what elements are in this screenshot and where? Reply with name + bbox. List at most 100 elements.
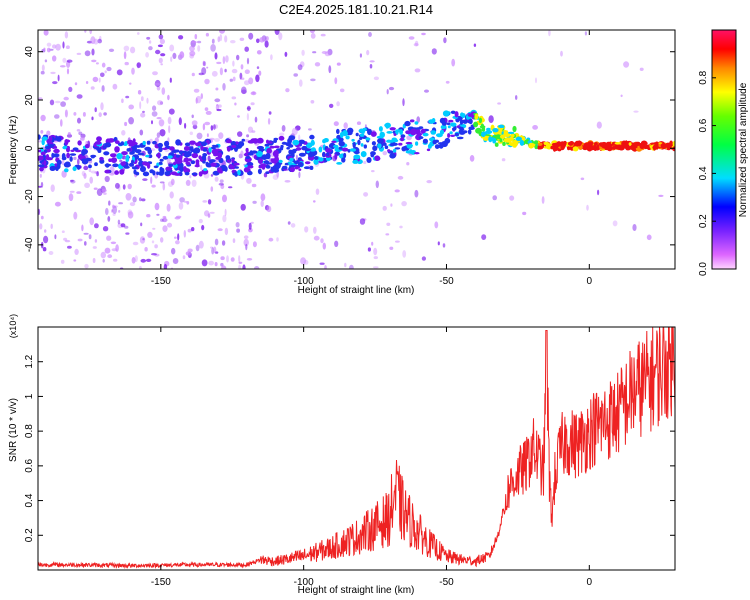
spectrogram-cell [94,239,98,243]
spectrogram-cell [212,144,216,148]
spectrogram-cell [66,134,73,138]
spectrogram-cell [96,147,101,151]
spectrogram-cell [665,143,672,149]
spectrogram-cell [131,67,135,75]
spectrogram-cell [174,236,177,239]
spectrogram-cell [333,121,339,127]
spectrogram-cell [39,167,44,172]
spectrogram-cell [304,161,311,165]
spectrogram-cell [577,140,582,147]
spectrogram-cell [96,188,103,196]
spectrogram-cell [372,266,379,269]
spectrogram-cell [60,101,66,107]
spectrogram-cell [266,147,272,154]
spectrogram-cell [165,166,173,171]
spectrogram-cell [290,223,296,228]
spectrogram-cell [313,158,319,165]
spectrogram-cell [205,110,212,115]
spectrogram-cell [238,255,241,263]
spectrogram-cell [621,140,627,147]
spectrogram-cell [308,128,312,131]
spectrogram-cell [118,210,121,213]
spectrogram-cell [298,134,301,141]
spectrogram-cell [382,205,387,211]
spectrogram-cell [395,129,402,133]
spectrogram-cell [338,146,343,150]
spectrogram-cell [100,102,104,111]
spectrogram-cell [225,55,229,63]
spectrogram-cell [188,159,192,162]
spectrogram-cell [405,141,413,145]
spectrogram-cell [174,157,180,163]
spectrogram-cell [410,150,416,153]
spectrogram-cell [107,216,111,222]
spectrogram-cell [584,31,588,36]
spectrogram-cell [158,119,165,127]
spectrogram-cell [117,142,124,146]
spectrogram-cell [193,88,200,93]
spectrogram-cell [336,62,341,66]
spectrogram-cell [422,132,429,137]
spectrogram-cell [231,141,236,145]
spectrogram-cell [101,85,105,92]
snr-panel: -150 -100 -50 0 0.2 0.4 0.6 0.8 1 1.2 Height of … [8,314,676,596]
spectrogram-cell [454,132,459,137]
spectrogram-cell [255,74,260,83]
spectrogram-cell [586,204,589,211]
spectrogram-cell [250,102,255,106]
spectrogram-cell [515,136,522,141]
spectrogram-cell [504,137,512,143]
spectrogram-cell [352,141,356,149]
spectrogram-cell [385,233,390,236]
spectrogram-cell [48,251,54,255]
spectrogram-cell [214,262,218,267]
spectrogram-cell [439,129,445,135]
spectrogram-cell [284,180,291,183]
spectrogram-cell [258,148,265,152]
spectrogram-cell [265,165,271,169]
spectrogram-cell [208,260,214,266]
spectrogram-cell [65,163,71,167]
spectrogram-cell [414,189,419,198]
spectrogram-cell [244,69,250,74]
spectrogram-cell [216,104,219,107]
spectrogram-cell [91,116,94,121]
spectrogram-cell [156,117,162,120]
spectrogram-cell [289,166,295,173]
spectrogram-cell [151,240,155,244]
spectrogram-cell [139,197,142,202]
spectrogram-cell [589,146,596,151]
spectrogram-cell [442,243,446,248]
spectrogram-cell [274,156,279,163]
spectrogram-cell [467,119,473,122]
spectrogram-cell [458,129,464,134]
spectrogram-cell [139,145,144,148]
spectrogram-cell [76,191,82,194]
spectrogram-cell [157,142,163,148]
spectrogram-cell [371,241,374,246]
spectrogram-cell [341,147,349,152]
spectrogram-cell [178,202,184,210]
spectrogram-cell [363,160,367,165]
spectrogram-cell [104,142,112,148]
spectrogram-cell [359,218,366,225]
spectrogram-cell [139,236,146,244]
spectrogram-cell [268,237,274,242]
spectrogram-cell [225,155,231,160]
spectrogram-cell [242,264,246,269]
spectrogram-cell [404,120,411,127]
colorbar-tick-label: 0.4 [698,166,709,180]
spectrogram-cell [121,155,127,160]
spectrogram-cell [89,176,93,184]
spectrogram-cell [144,247,148,252]
spectrogram-cell [434,221,439,229]
spectrogram-cell [324,51,331,57]
spectrogram-cell [110,153,117,158]
spectrogram-cell [84,30,87,33]
spectrogram-cell [64,139,69,146]
spectrogram-cell [89,145,93,150]
spectrogram-cell [77,140,82,146]
spectrogram-cell [252,138,259,144]
spectrogram-cell [65,45,70,49]
spectrogram-cell [174,216,181,220]
